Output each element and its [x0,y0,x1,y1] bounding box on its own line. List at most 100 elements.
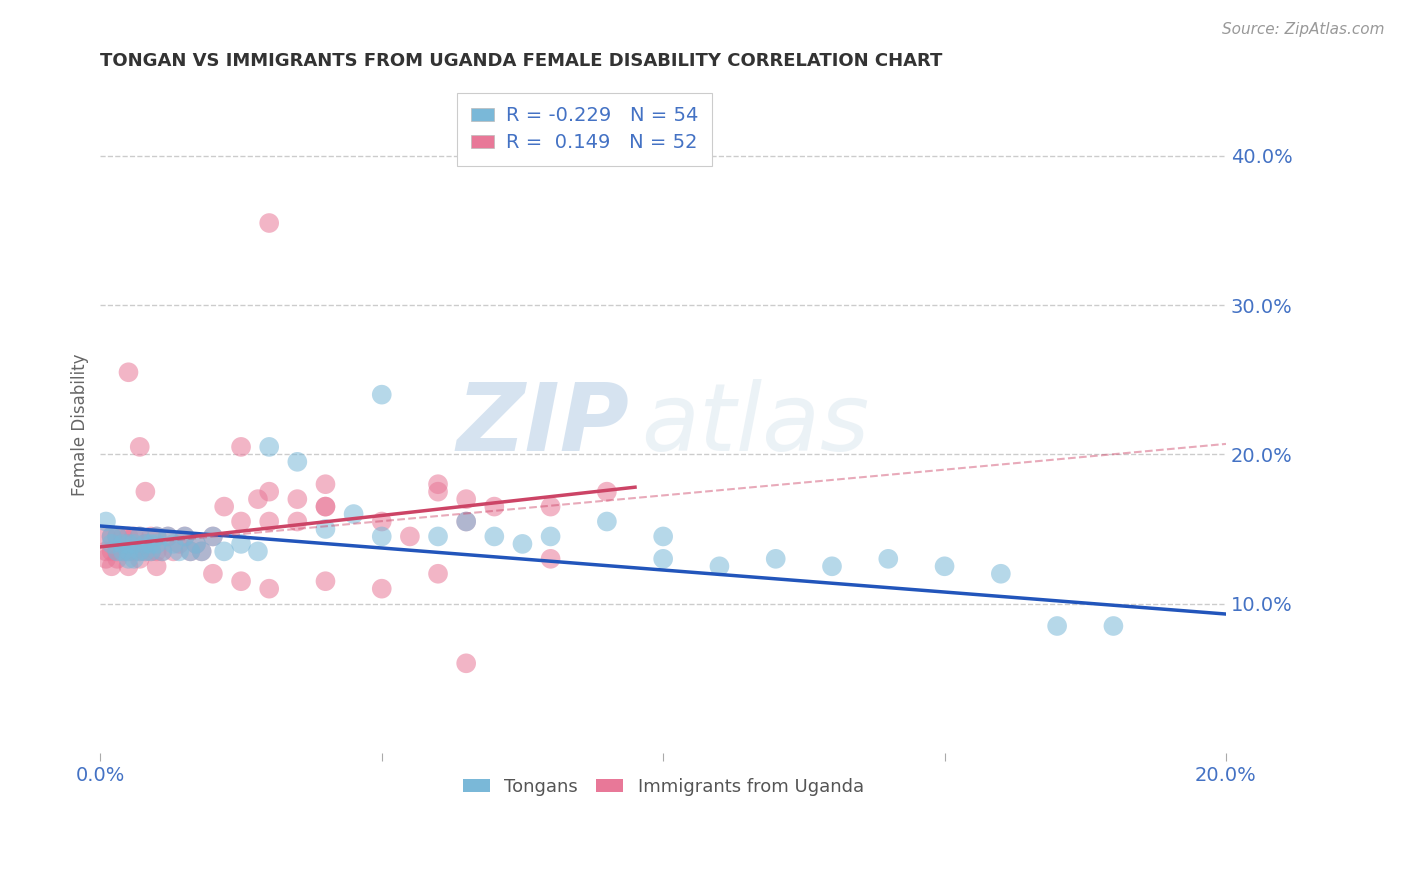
Point [456,515,478,529]
Point [934,559,956,574]
Point [122,551,145,566]
Point [190,544,212,558]
Text: Source: ZipAtlas.com: Source: ZipAtlas.com [1222,22,1385,37]
Point [652,529,675,543]
Point [94,544,117,558]
Point [371,529,394,543]
Point [145,529,167,543]
Point [100,537,122,551]
Point [285,492,308,507]
Point [652,551,675,566]
Point [105,529,128,543]
Point [128,544,150,558]
Point [427,484,450,499]
Point [257,440,280,454]
Point [456,657,478,671]
Point [105,544,128,558]
Point [111,529,134,543]
Point [111,537,134,551]
Point [257,582,280,596]
Point [156,529,179,543]
Point [1046,619,1069,633]
Point [184,537,207,551]
Point [314,477,336,491]
Point [371,582,394,596]
Point [117,551,139,566]
Point [105,529,128,543]
Point [190,544,212,558]
Point [427,477,450,491]
Point [100,544,122,558]
Point [229,515,252,529]
Point [343,507,366,521]
Point [246,492,269,507]
Point [117,537,139,551]
Point [139,544,162,558]
Point [201,529,224,543]
Point [122,544,145,558]
Point [212,544,235,558]
Point [128,529,150,543]
Point [128,440,150,454]
Point [314,574,336,589]
Point [122,529,145,543]
Point [512,537,534,551]
Point [145,537,167,551]
Point [134,537,156,551]
Point [484,529,506,543]
Point [765,551,787,566]
Point [229,537,252,551]
Point [212,500,235,514]
Point [117,365,139,379]
Point [139,529,162,543]
Point [134,544,156,558]
Point [162,537,184,551]
Point [117,544,139,558]
Point [117,529,139,543]
Point [128,544,150,558]
Point [100,559,122,574]
Point [111,544,134,558]
Point [484,500,506,514]
Legend: Tongans, Immigrants from Uganda: Tongans, Immigrants from Uganda [456,771,870,803]
Point [201,566,224,581]
Point [229,574,252,589]
Point [821,559,844,574]
Point [111,544,134,558]
Point [167,544,190,558]
Point [139,537,162,551]
Point [122,537,145,551]
Point [399,529,422,543]
Point [134,544,156,558]
Point [145,559,167,574]
Point [257,216,280,230]
Point [371,515,394,529]
Point [427,566,450,581]
Point [100,529,122,543]
Point [596,515,619,529]
Point [427,529,450,543]
Point [145,529,167,543]
Point [173,529,195,543]
Point [877,551,900,566]
Point [596,484,619,499]
Point [162,544,184,558]
Point [156,529,179,543]
Point [540,500,562,514]
Point [990,566,1012,581]
Point [179,544,201,558]
Point [128,551,150,566]
Point [1102,619,1125,633]
Point [285,455,308,469]
Point [150,544,173,558]
Point [456,515,478,529]
Point [117,559,139,574]
Point [94,529,117,543]
Point [257,515,280,529]
Point [134,537,156,551]
Point [179,544,201,558]
Point [314,500,336,514]
Point [134,484,156,499]
Point [371,387,394,401]
Point [167,537,190,551]
